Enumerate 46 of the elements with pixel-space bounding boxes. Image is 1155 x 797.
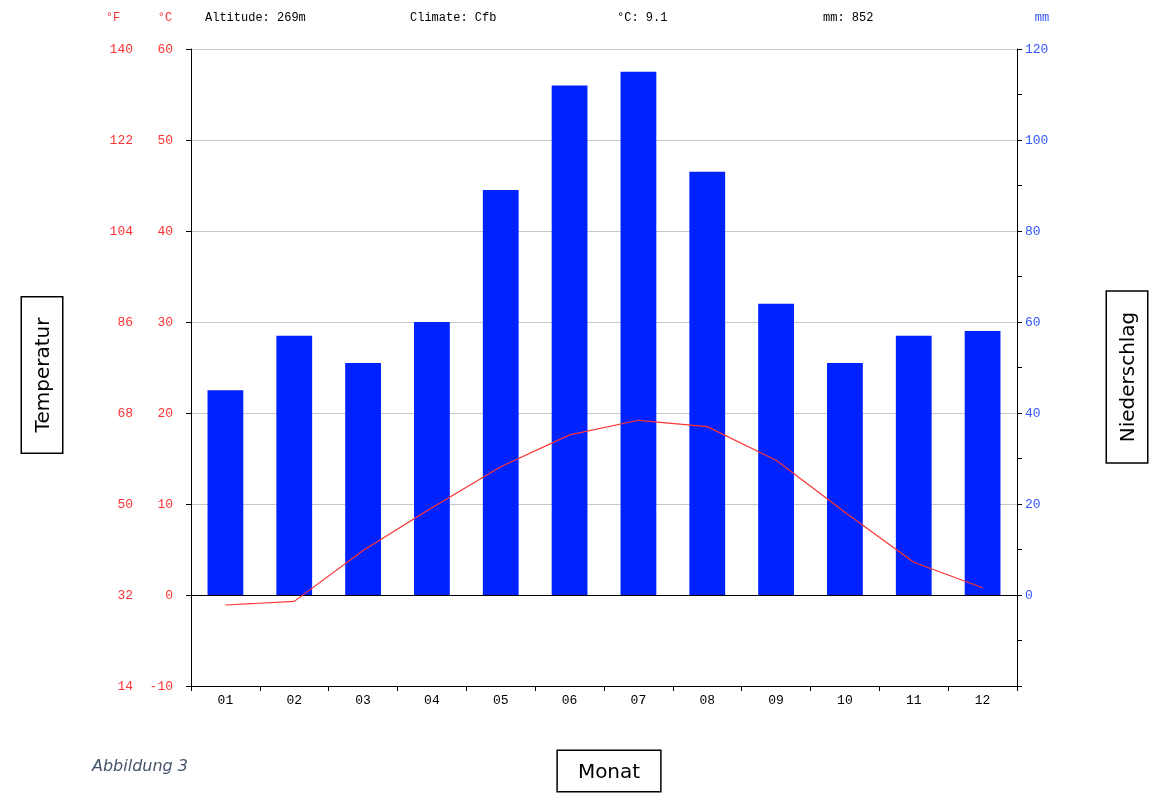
- y2-tick-label: 40: [1025, 405, 1041, 421]
- text: °C: [157, 11, 173, 25]
- y-tick-label: 60: [157, 41, 173, 57]
- y3-tick-label: 122: [109, 132, 133, 148]
- y2-tick-label: 100: [1025, 132, 1049, 148]
- y3-tick-label: 50: [117, 496, 133, 512]
- x-axis-title: Monat: [577, 759, 641, 783]
- y3-tick-label: 14: [117, 678, 134, 694]
- y3-tick-label: 32: [117, 587, 133, 603]
- y-tick-label: 30: [157, 314, 173, 330]
- y-tick-label: 10: [157, 496, 173, 512]
- x-tick-label: 09: [768, 693, 784, 708]
- x-tick-label: 12: [974, 693, 991, 708]
- text: mm: [1034, 11, 1050, 25]
- y2-tick-label: 20: [1025, 496, 1041, 512]
- y-axis-title: Temperatur: [30, 316, 54, 434]
- y2-axis-title: Niederschlag: [1115, 311, 1139, 443]
- x-tick-label: 06: [561, 693, 578, 708]
- text: Climate: Cfb: [410, 11, 497, 25]
- x-tick-label: 04: [424, 693, 440, 708]
- text: Altitude: 269m: [205, 11, 306, 25]
- x-tick-label: 07: [630, 693, 647, 708]
- text: Abbildung 3: [91, 755, 189, 775]
- x-tick-label: 02: [286, 693, 303, 708]
- x-tick-label: 01: [217, 693, 234, 708]
- y-tick-label: 50: [157, 132, 173, 148]
- y-tick-label: 40: [157, 223, 173, 239]
- y-tick-label: 20: [157, 405, 173, 421]
- x-tick-label: 10: [837, 693, 853, 708]
- x-tick-label: 05: [492, 693, 509, 708]
- y-tick-label: 0: [165, 587, 173, 603]
- y3-tick-label: 86: [117, 314, 133, 330]
- x-tick-label: 11: [905, 693, 922, 708]
- text: °C: 9.1: [617, 11, 668, 25]
- text: mm: 852: [823, 11, 874, 25]
- x-tick-label: 08: [699, 693, 716, 708]
- text: °F: [105, 11, 121, 25]
- y3-tick-label: 104: [109, 223, 134, 239]
- y2-tick-label: 80: [1025, 223, 1041, 239]
- y2-tick-label: 120: [1025, 41, 1049, 57]
- y3-tick-label: 140: [109, 41, 133, 57]
- y-tick-label: -10: [149, 678, 173, 694]
- y2-tick-label: 60: [1025, 314, 1041, 330]
- y3-tick-label: 68: [117, 405, 133, 421]
- x-tick-label: 03: [355, 693, 371, 708]
- y2-tick-label: 0: [1025, 587, 1033, 603]
